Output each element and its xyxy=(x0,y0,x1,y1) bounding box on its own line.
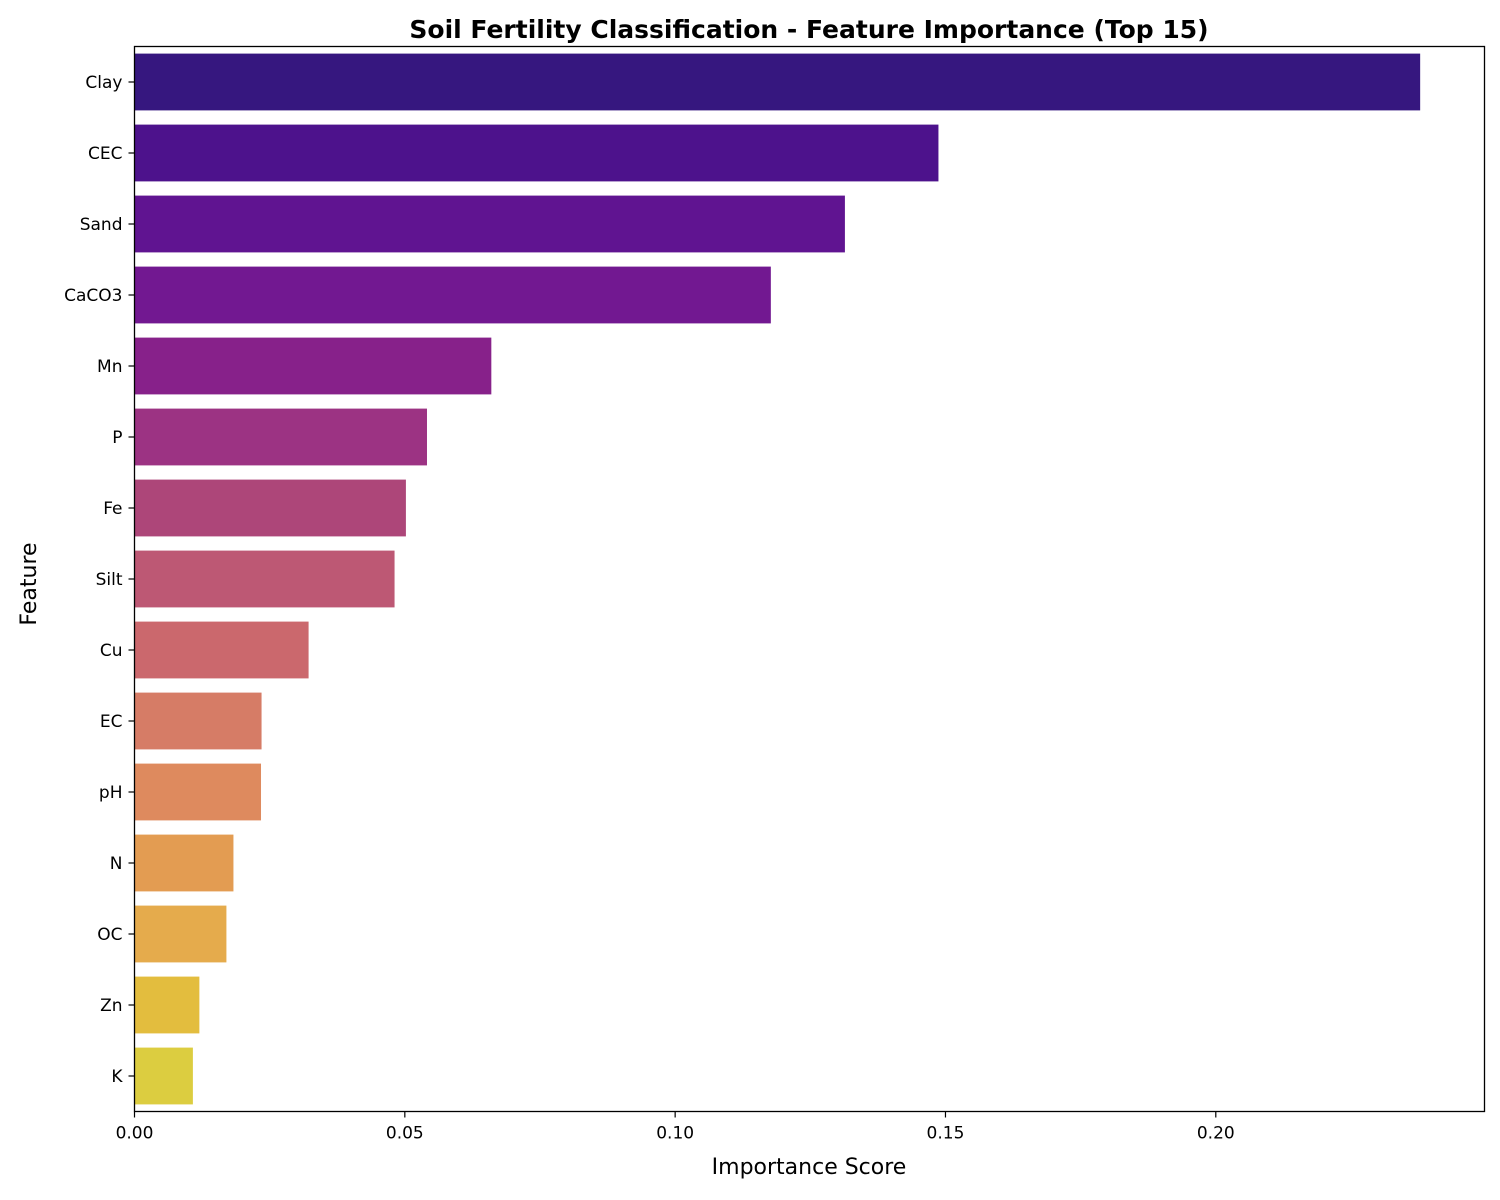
y-tick-label-k: K xyxy=(111,1067,123,1087)
y-tick-label-cu: Cu xyxy=(100,641,123,661)
x-tick-label: 0.20 xyxy=(1197,1124,1235,1144)
x-tick-label: 0.00 xyxy=(116,1124,154,1144)
y-tick-label-zn: Zn xyxy=(100,996,122,1016)
bar-cec xyxy=(134,124,939,182)
y-tick-label-n: N xyxy=(110,854,123,874)
x-axis-label: Importance Score xyxy=(712,1155,907,1180)
y-tick-label-ph: pH xyxy=(99,783,123,803)
bar-sand xyxy=(134,195,845,253)
y-tick-label-fe: Fe xyxy=(103,499,122,519)
y-tick-label-oc: OC xyxy=(97,925,122,945)
y-tick-label-p: P xyxy=(112,428,122,448)
bar-oc xyxy=(134,905,227,963)
y-tick-label-silt: Silt xyxy=(96,570,123,590)
bar-fe xyxy=(134,479,406,537)
bar-cu xyxy=(134,621,309,679)
y-axis-label: Feature xyxy=(17,542,42,625)
x-axis-ticks: 0.00 0.05 0.10 0.15 0.20 xyxy=(116,1111,1235,1144)
y-axis-ticks: Clay CEC Sand CaCO3 Mn P Fe Silt Cu EC pH N OC Zn K xyxy=(64,73,135,1087)
bar-caco3 xyxy=(134,266,771,324)
bar-silt xyxy=(134,550,395,608)
chart-title: Soil Fertility Classification - Feature … xyxy=(409,15,1208,44)
y-tick-label-clay: Clay xyxy=(85,73,122,93)
bar-clay xyxy=(134,53,1421,111)
bar-n xyxy=(134,834,234,892)
bar-k xyxy=(134,1047,193,1105)
y-tick-label-caco3: CaCO3 xyxy=(64,286,122,306)
y-tick-label-sand: Sand xyxy=(80,215,123,235)
y-tick-label-ec: EC xyxy=(100,712,123,732)
bar-ph xyxy=(134,763,262,821)
bar-zn xyxy=(134,976,200,1034)
plot-frame xyxy=(133,45,1486,1113)
x-tick-label: 0.10 xyxy=(656,1124,694,1144)
bars-group xyxy=(134,53,1421,1105)
bar-mn xyxy=(134,337,492,395)
bar-ec xyxy=(134,692,262,750)
bar-p xyxy=(134,408,427,466)
y-tick-label-mn: Mn xyxy=(97,357,122,377)
x-tick-label: 0.15 xyxy=(927,1124,965,1144)
x-tick-label: 0.05 xyxy=(386,1124,424,1144)
y-tick-label-cec: CEC xyxy=(88,144,122,164)
